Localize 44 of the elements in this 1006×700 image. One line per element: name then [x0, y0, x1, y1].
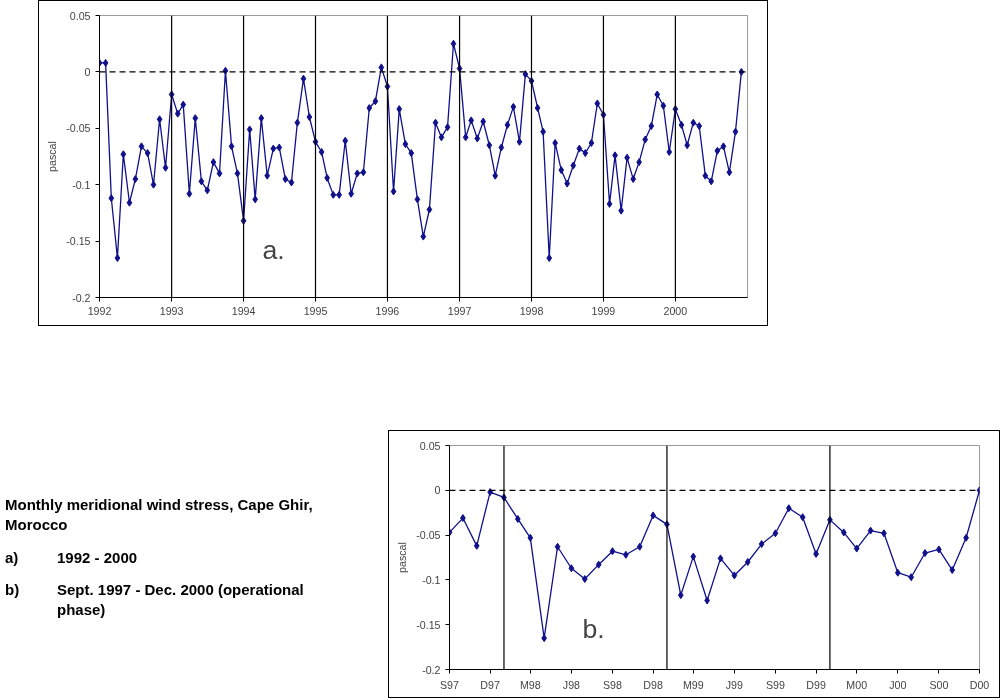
text: a) — [5, 547, 20, 568]
text: Monthly meridional wind stress, Cape Ghir, Morocco — [5, 495, 314, 536]
x-tick-label: 1996 — [375, 304, 400, 317]
x-tick-label: D00 — [969, 678, 990, 691]
y-tick-label: 0 — [84, 65, 91, 78]
y-tick-label: 0.05 — [69, 9, 91, 22]
x-tick-label: D99 — [806, 678, 826, 691]
x-tick-label: S99 — [765, 678, 785, 691]
x-tick-label: 1994 — [231, 304, 256, 317]
y-tick-label: -0.05 — [416, 529, 441, 542]
x-tick-label: S00 — [929, 678, 949, 691]
x-tick-label: 1993 — [159, 304, 184, 317]
x-tick-label: 1997 — [447, 304, 472, 317]
x-tick-label: M98 — [519, 678, 541, 691]
y-axis-title: pascal — [46, 141, 59, 172]
x-tick-label: J99 — [725, 678, 744, 691]
x-tick-label: D98 — [643, 678, 663, 691]
x-tick-label: S97 — [440, 678, 460, 691]
x-tick-label: M00 — [846, 678, 868, 691]
x-tick-label: S98 — [602, 678, 623, 691]
x-tick-label: 1992 — [87, 304, 112, 317]
x-tick-label: 1999 — [591, 304, 616, 317]
y-tick-label: 0 — [434, 484, 441, 497]
x-tick-label: J98 — [562, 678, 581, 691]
y-tick-label: -0.15 — [416, 618, 441, 631]
text: b) — [5, 579, 21, 600]
x-tick-label: 2000 — [663, 304, 688, 317]
x-tick-label: 1995 — [303, 304, 328, 317]
x-tick-label: D97 — [480, 678, 500, 691]
y-tick-label: -0.05 — [66, 122, 91, 135]
x-tick-label: M99 — [682, 678, 704, 691]
y-tick-label: -0.2 — [72, 291, 91, 304]
annotation: b. — [582, 613, 605, 644]
text: 1992 - 2000 — [57, 547, 139, 568]
text: Sept. 1997 - Dec. 2000 (operational phase) — [57, 579, 305, 620]
y-tick-label: -0.1 — [422, 573, 441, 586]
y-axis-title: pascal — [396, 542, 409, 573]
x-tick-label: J00 — [889, 678, 907, 691]
y-tick-label: 0.05 — [419, 439, 441, 452]
y-tick-label: -0.2 — [422, 663, 441, 676]
y-tick-label: -0.1 — [72, 178, 91, 191]
x-tick-label: 1998 — [519, 304, 544, 317]
annotation: a. — [262, 234, 285, 265]
y-tick-label: -0.15 — [66, 235, 91, 248]
